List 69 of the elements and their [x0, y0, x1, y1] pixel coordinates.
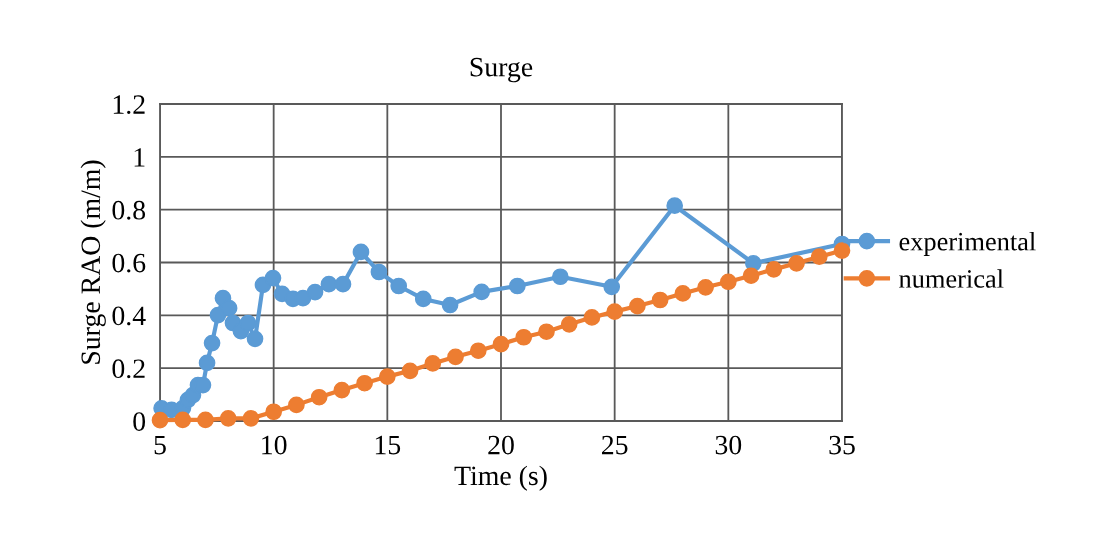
point [810, 248, 828, 266]
y-tick-label: 0.8 [112, 200, 146, 220]
y-tick-label: 0 [133, 412, 146, 431]
legend-label: experimental [899, 231, 1036, 256]
point [606, 303, 624, 320]
y-axis-title: Surge RAO (m/m) [80, 160, 106, 364]
point [509, 277, 526, 295]
point [538, 323, 555, 341]
point [203, 334, 221, 352]
x-tick-label: 20 [488, 435, 514, 455]
x-tick-label: 15 [375, 435, 401, 455]
point [651, 291, 669, 309]
point [765, 261, 783, 278]
point [674, 285, 692, 302]
point [401, 362, 419, 380]
point [833, 242, 851, 259]
point [603, 278, 621, 296]
point [320, 275, 338, 293]
point [469, 342, 487, 360]
point [264, 269, 282, 287]
point [174, 411, 192, 429]
point [666, 197, 684, 215]
point [356, 374, 373, 392]
point [242, 410, 260, 427]
point [246, 330, 264, 348]
y-tick-label: 1.2 [113, 95, 145, 115]
point [265, 403, 283, 421]
point [352, 243, 370, 261]
point [198, 354, 216, 372]
point [551, 268, 569, 286]
point [219, 410, 237, 427]
x-tick-label: 35 [829, 435, 855, 455]
point [239, 314, 257, 332]
point [583, 309, 601, 326]
point [447, 348, 464, 366]
y-tick-label: 1 [134, 148, 145, 167]
point [441, 296, 459, 314]
chart-title: Surge [470, 57, 533, 83]
point [197, 411, 214, 429]
y-tick-label: 0.6 [112, 253, 146, 273]
point [151, 411, 169, 429]
point [788, 254, 805, 272]
point [310, 388, 328, 406]
x-tick-label: 5 [154, 435, 166, 455]
point [306, 283, 324, 301]
point [719, 273, 737, 291]
legend-label: numerical [899, 269, 1004, 288]
point [473, 283, 491, 301]
point [390, 277, 408, 295]
y-tick-label: 0.2 [112, 359, 145, 379]
y-tick-label: 0.4 [112, 306, 146, 326]
point [333, 381, 351, 399]
point [414, 290, 432, 308]
point [370, 263, 388, 281]
point [424, 355, 442, 372]
point [288, 396, 305, 414]
point [560, 315, 578, 333]
x-axis-title: Time (s) [454, 465, 547, 491]
point [334, 275, 352, 293]
point [492, 335, 510, 353]
point [220, 299, 238, 317]
point [378, 368, 396, 385]
point [742, 267, 760, 285]
x-tick-label: 25 [602, 435, 628, 455]
point [629, 297, 646, 315]
x-tick-label: 10 [262, 435, 287, 455]
point [697, 278, 714, 296]
point [515, 328, 533, 346]
x-tick-label: 30 [715, 435, 742, 455]
